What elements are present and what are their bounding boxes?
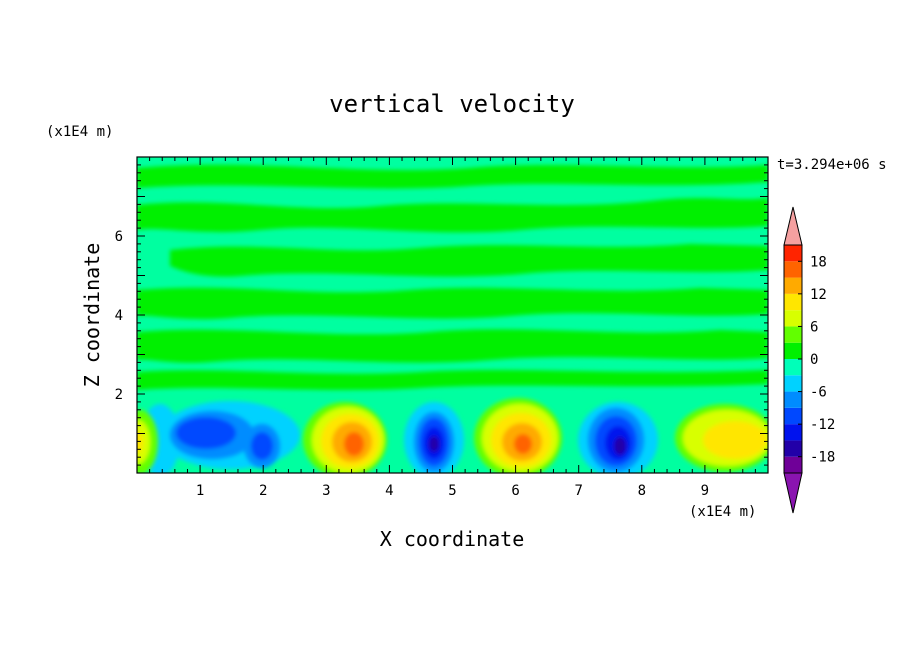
updraft-left-edge	[137, 410, 158, 473]
x-tick-label: 8	[638, 483, 646, 499]
colorbar-tick-label: -12	[810, 417, 835, 433]
y-axis-label: Z coordinate	[80, 243, 104, 388]
colorbar: 18 12 6 0 -6 -12 -18	[783, 206, 835, 514]
plot-area	[137, 157, 768, 473]
colorbar-segment	[784, 261, 802, 278]
x-tick-label: 2	[259, 483, 267, 499]
colorbar-segment	[784, 359, 802, 376]
colorbar-segment	[784, 440, 802, 457]
x-tick-label: 6	[511, 483, 519, 499]
downdraft-1	[170, 411, 280, 468]
x-axis-label: X coordinate	[380, 527, 525, 551]
chart-title: vertical velocity	[329, 90, 575, 118]
x-unit-label: (x1E4 m)	[689, 504, 756, 520]
colorbar-tick-label: -18	[810, 450, 835, 466]
colorbar-segment	[784, 391, 802, 408]
colorbar-segment	[784, 342, 802, 359]
axis-ticks: 1 2 3 4 5 6 7 8 9 2 4 6	[115, 156, 769, 499]
updraft-2	[474, 398, 562, 473]
colorbar-under-arrow	[783, 472, 803, 514]
colorbar-segment	[784, 424, 802, 441]
colorbar-tick-label: 0	[810, 352, 818, 368]
x-tick-label: 3	[322, 483, 330, 499]
colorbar-segment	[784, 407, 802, 425]
x-tick-label: 7	[574, 483, 582, 499]
y-tick-label: 2	[115, 387, 123, 403]
y-unit-label: (x1E4 m)	[46, 124, 113, 140]
colorbar-segment	[784, 326, 802, 343]
y-tick-label: 6	[115, 229, 123, 245]
x-tick-label: 4	[385, 483, 393, 499]
colorbar-segment	[784, 310, 802, 327]
colorbar-tick-label: 12	[810, 287, 827, 303]
colorbar-segment	[784, 456, 802, 473]
x-tick-label: 9	[701, 483, 709, 499]
colorbar-tick-label: -6	[810, 385, 827, 401]
colorbar-tick-label: 6	[810, 319, 818, 335]
colorbar-segment	[784, 375, 802, 392]
near-zero-bands	[137, 164, 768, 390]
updraft-3	[675, 404, 768, 472]
x-tick-label: 1	[196, 483, 204, 499]
colorbar-segment	[784, 293, 802, 311]
updraft-1	[303, 402, 387, 473]
y-tick-label: 4	[115, 308, 123, 324]
colorbar-segment	[784, 277, 802, 294]
x-tick-label: 5	[448, 483, 456, 499]
colorbar-tick-label: 18	[810, 254, 827, 270]
downdraft-3	[588, 408, 644, 472]
colorbar-segment	[784, 245, 802, 262]
downdraft-2	[414, 412, 454, 472]
time-label: t=3.294e+06 s	[777, 157, 887, 173]
colorbar-over-arrow	[783, 206, 803, 246]
